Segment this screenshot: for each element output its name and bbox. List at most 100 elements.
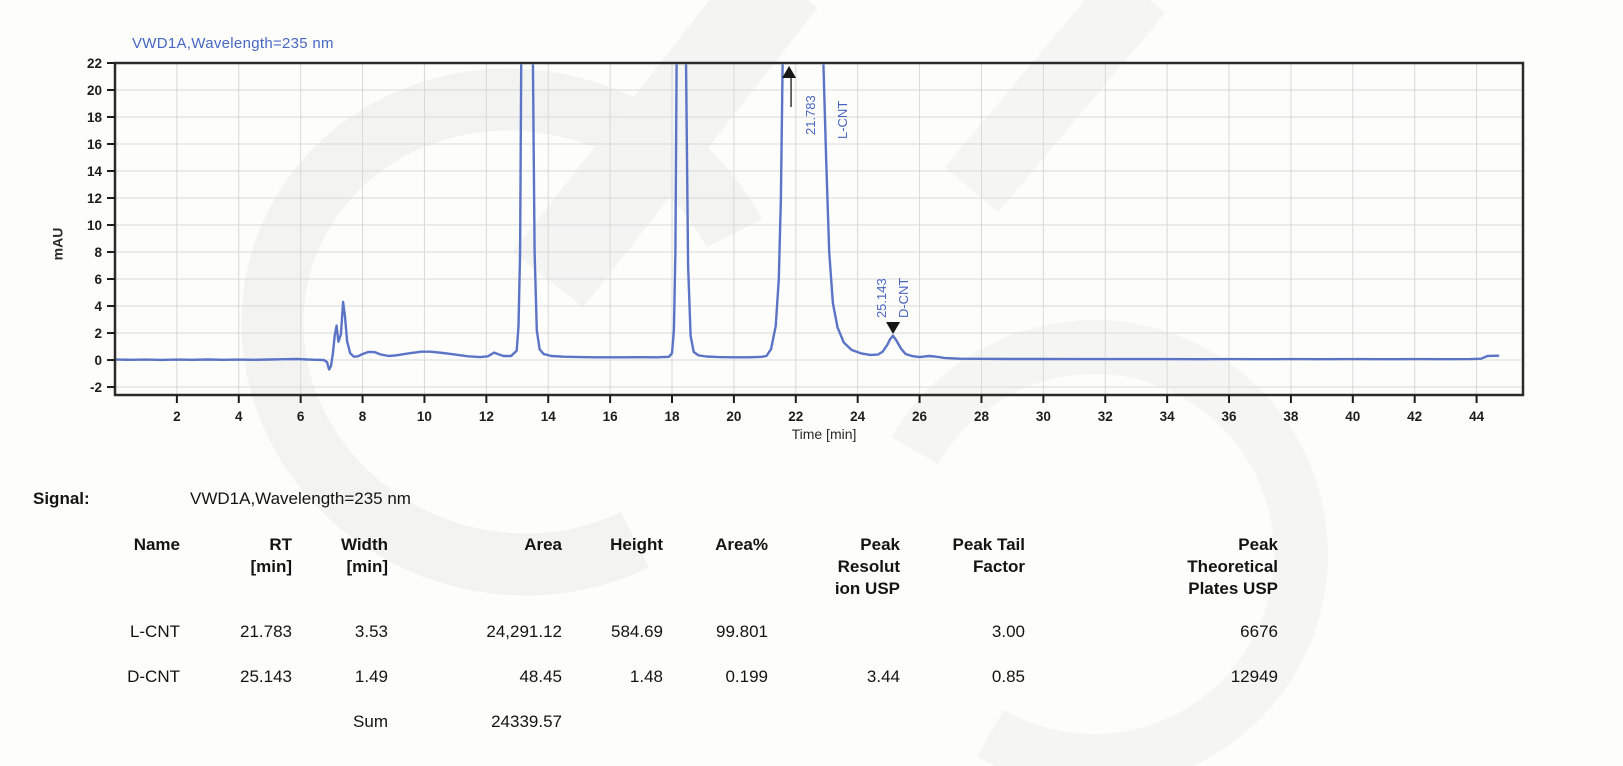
x-tick-label: 10	[417, 409, 432, 424]
x-tick-label: 26	[912, 409, 928, 424]
table-cell: 24,291.12	[486, 622, 562, 641]
y-tick-label: 12	[87, 191, 102, 206]
table-header-line: Height	[610, 535, 663, 554]
table-cell: 1.48	[629, 667, 663, 686]
x-tick-label: 16	[603, 409, 619, 424]
table-cell: 584.69	[611, 622, 663, 641]
chart-canvas: 2 4 6 8 10 12 14 16 18 20 22 24 26 28 30 32 34 36 38 40 42 44…	[87, 56, 1525, 424]
table-cell	[663, 704, 768, 749]
y-tick-label: 18	[87, 110, 103, 125]
x-tick-label: 40	[1345, 409, 1360, 424]
x-tick-label: 24	[850, 409, 866, 424]
chromatogram-trace	[116, 64, 1500, 371]
table-cell: L-CNT	[129, 622, 180, 641]
table-cell: 6676	[1240, 622, 1278, 641]
table-cell: 0.199	[725, 667, 768, 686]
table-header-line: Peak	[1238, 535, 1278, 554]
table-cell: D-CNT	[127, 667, 180, 686]
table-cell: 48.45	[519, 667, 562, 686]
y-tick-label: 16	[87, 137, 103, 152]
y-tick-label: 0	[94, 353, 102, 368]
table-header-line: ion USP	[834, 579, 900, 598]
table-cell	[562, 704, 663, 749]
peak-apex-marker-down-triangle	[886, 322, 901, 335]
x-tick-label: 34	[1160, 409, 1176, 424]
table-header-line: RT	[269, 535, 292, 554]
table-header-name: Name	[88, 534, 180, 614]
x-tick-label: 2	[173, 409, 181, 424]
table-header-height: Height	[562, 534, 663, 614]
peak-results-table: Name RT [min] Width [min] Area Height Area% Peak…	[88, 534, 1278, 749]
table-cell: 3.44	[866, 667, 900, 686]
x-axis-label: Time [min]	[791, 426, 857, 442]
table-cell: 3.00	[991, 622, 1025, 641]
table-cell	[768, 704, 900, 749]
table-cell: 25.143	[240, 667, 292, 686]
table-cell	[900, 704, 1025, 749]
table-header-line: Resolut	[837, 557, 900, 576]
y-tick-label: 22	[87, 56, 102, 71]
table-header-line: Peak Tail	[952, 535, 1025, 554]
y-tick-label: -2	[90, 380, 102, 395]
y-axis-label: mAU	[49, 227, 66, 261]
table-header-line: Name	[133, 535, 180, 554]
peak-name-label: D-CNT	[896, 278, 911, 318]
table-header-line: Area	[524, 535, 562, 554]
x-tick-label: 14	[541, 409, 557, 424]
y-tick-label: 14	[87, 164, 103, 179]
table-cell: 21.783	[240, 622, 292, 641]
table-cell	[88, 704, 180, 749]
x-tick-label: 30	[1036, 409, 1051, 424]
table-header-line: Peak	[860, 535, 900, 554]
x-tick-label: 8	[359, 409, 367, 424]
x-tick-label: 36	[1222, 409, 1238, 424]
y-tick-label: 6	[94, 272, 102, 287]
peak-name-label: L-CNT	[835, 101, 850, 139]
peak-rt-label: 25.143	[874, 278, 889, 318]
x-tick-label: 38	[1283, 409, 1299, 424]
y-tick-label: 2	[94, 326, 102, 341]
x-tick-label: 20	[726, 409, 741, 424]
table-cell	[180, 704, 292, 749]
table-cell	[1025, 704, 1278, 749]
table-header-area: Area	[388, 534, 562, 614]
x-tick-label: 6	[297, 409, 305, 424]
table-header-peak-theoretical-platesusp: Peak Theoretical Plates USP	[1025, 534, 1278, 614]
x-tick-label: 32	[1098, 409, 1113, 424]
table-cell: 0.85	[991, 667, 1025, 686]
table-header-rt-min: RT [min]	[180, 534, 292, 614]
table-cell: 1.49	[354, 667, 388, 686]
table-header-width-min: Width [min]	[292, 534, 388, 614]
signal-label: Signal:	[33, 489, 90, 508]
table-cell: 12949	[1230, 667, 1278, 686]
table-header-line: Factor	[973, 557, 1025, 576]
x-tick-label: 42	[1407, 409, 1422, 424]
chart-title: VWD1A,Wavelength=235 nm	[132, 35, 334, 52]
table-header-peak-resolut-ionusp: Peak Resolut ion USP	[768, 534, 900, 614]
y-tick-label: 10	[87, 218, 102, 233]
x-tick-label: 28	[974, 409, 990, 424]
x-tick-label: 4	[235, 409, 243, 424]
y-tick-label: 4	[94, 299, 102, 314]
signal-value: VWD1A,Wavelength=235 nm	[190, 489, 411, 508]
table-header-area: Area%	[663, 534, 768, 614]
signal-row: Signal: VWD1A,Wavelength=235 nm	[33, 489, 411, 509]
table-cell: 3.53	[354, 622, 388, 641]
table-cell: 99.801	[716, 622, 768, 641]
table-header-peaktail-factor: Peak Tail Factor	[900, 534, 1025, 614]
table-header-line: Theoretical	[1187, 557, 1278, 576]
x-tick-label: 44	[1469, 409, 1485, 424]
y-tick-label: 8	[94, 245, 102, 260]
x-tick-label: 12	[479, 409, 494, 424]
x-tick-label: 18	[664, 409, 680, 424]
table-cell: 24339.57	[491, 712, 562, 731]
table-cell: Sum	[353, 712, 388, 731]
x-tick-label: 22	[788, 409, 803, 424]
table-header-line: [min]	[346, 557, 388, 576]
table-cell	[768, 614, 900, 659]
plot-frame	[113, 61, 1525, 397]
table-header-line: Plates USP	[1188, 579, 1278, 598]
table-header-line: Area%	[715, 535, 768, 554]
chromatogram-chart: VWD1A,Wavelength=235 nm mAU Time [min] 2…	[35, 28, 1575, 468]
